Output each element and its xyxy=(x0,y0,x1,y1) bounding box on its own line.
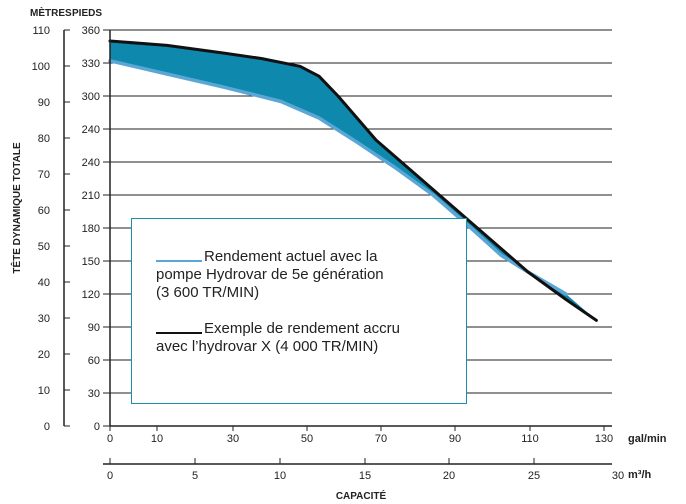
metres-tick-label: 70 xyxy=(38,169,50,181)
m3h-tick-label: 30 xyxy=(612,470,624,482)
feet-tick-label: 330 xyxy=(82,58,100,70)
feet-tick-label: 0 xyxy=(94,421,100,433)
feet-unit-label: PIEDS xyxy=(72,8,102,19)
legend-current-line3: (3 600 TR/MIN) xyxy=(156,284,260,301)
legend-item-improved: Exemple de rendement accru avec l’hydrov… xyxy=(156,320,456,356)
gpm-tick-label: 70 xyxy=(375,433,387,445)
gpm-unit-label: gal/min xyxy=(628,433,667,445)
m3h-tick-label: 25 xyxy=(528,470,540,482)
m3h-unit-label: m³/h xyxy=(628,469,652,481)
feet-tick-label: 180 xyxy=(82,223,100,235)
tick-labels: 0102030405060708090100110030609012015018… xyxy=(32,25,624,482)
metres-tick-label: 0 xyxy=(44,421,50,433)
performance-gap-fill xyxy=(110,41,597,321)
feet-tick-label: 60 xyxy=(88,355,100,367)
m3h-tick-label: 10 xyxy=(274,470,286,482)
metres-tick-label: 80 xyxy=(38,133,50,145)
legend-current-line2: pompe Hydrovar de 5e génération xyxy=(156,266,384,283)
y-axis-title: TÊTE DYNAMIQUE TOTALE xyxy=(10,142,23,274)
metres-tick-label: 20 xyxy=(38,349,50,361)
gpm-tick-label: 130 xyxy=(595,433,613,445)
series-improved-line xyxy=(108,39,598,322)
axes xyxy=(63,29,612,465)
feet-tick-label: 120 xyxy=(82,289,100,301)
m3h-tick-label: 20 xyxy=(443,470,455,482)
m3h-tick-label: 15 xyxy=(359,470,371,482)
gpm-tick-label: 110 xyxy=(521,433,539,445)
feet-tick-label: 240 xyxy=(82,124,100,136)
metres-tick-label: 40 xyxy=(38,277,50,289)
gpm-tick-label: 30 xyxy=(227,433,239,445)
feet-tick-label: 150 xyxy=(82,256,100,268)
gpm-tick-label: 50 xyxy=(301,433,313,445)
metres-tick-label: 60 xyxy=(38,205,50,217)
x-axis-title: CAPACITÉ xyxy=(336,489,387,502)
metres-tick-label: 90 xyxy=(38,97,50,109)
gpm-tick-label: 10 xyxy=(151,433,163,445)
feet-tick-label: 210 xyxy=(82,190,100,202)
m3h-tick-label: 5 xyxy=(192,470,198,482)
metres-tick-label: 30 xyxy=(38,313,50,325)
feet-tick-label: 30 xyxy=(88,388,100,400)
legend-current-line1: Rendement actuel avec la xyxy=(204,248,378,265)
metres-unit-label: MÈTRES xyxy=(30,6,72,19)
m3h-tick-label: 0 xyxy=(107,470,113,482)
legend-swatch-black xyxy=(156,332,202,334)
feet-tick-label: 360 xyxy=(82,25,100,37)
metres-tick-label: 10 xyxy=(38,385,50,397)
feet-tick-label: 90 xyxy=(88,322,100,334)
legend-improved-line1: Exemple de rendement accru xyxy=(204,320,400,337)
gpm-tick-label: 0 xyxy=(107,433,113,445)
gpm-tick-label: 90 xyxy=(449,433,461,445)
legend-item-current: Rendement actuel avec la pompe Hydrovar … xyxy=(156,248,456,302)
legend-improved-line2: avec l’hydrovar X (4 000 TR/MIN) xyxy=(156,338,379,355)
metres-tick-label: 110 xyxy=(32,25,50,37)
series-current-line xyxy=(108,59,568,296)
metres-tick-label: 50 xyxy=(38,241,50,253)
performance-gap-area xyxy=(110,41,597,321)
feet-tick-label: 240 xyxy=(82,157,100,169)
feet-tick-label: 300 xyxy=(82,91,100,103)
legend: Rendement actuel avec la pompe Hydrovar … xyxy=(131,218,467,404)
series-lines xyxy=(108,39,598,322)
metres-tick-label: 100 xyxy=(32,61,50,73)
legend-swatch-blue xyxy=(156,260,202,262)
